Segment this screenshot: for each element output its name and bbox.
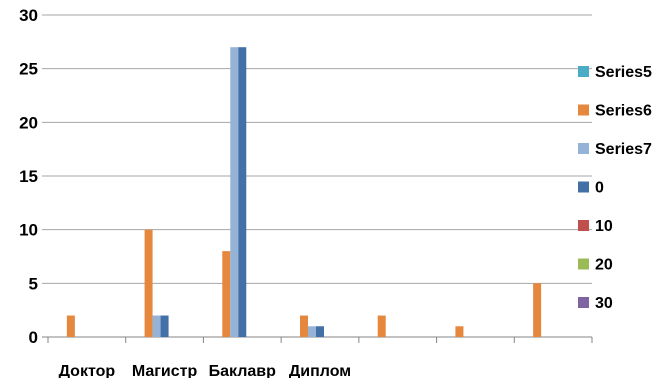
legend-marker <box>578 297 589 308</box>
legend-marker <box>578 220 589 231</box>
x-tick-label: Магистр <box>132 363 198 378</box>
y-tick-label: 15 <box>19 167 38 186</box>
bar-0 <box>238 47 247 337</box>
bar-0 <box>160 315 169 337</box>
x-tick-label: Диплом <box>289 363 351 378</box>
legend-label: Series7 <box>595 141 652 158</box>
legend-label: 30 <box>595 295 613 312</box>
legend-marker <box>578 181 589 193</box>
bar-series7 <box>308 326 316 337</box>
y-tick-label: 30 <box>19 6 38 25</box>
bar-series7 <box>230 47 239 337</box>
bar-series6 <box>300 315 308 337</box>
y-tick-label: 25 <box>19 60 38 79</box>
y-tick-label: 5 <box>29 274 38 293</box>
y-tick-label: 0 <box>29 328 38 347</box>
legend-marker <box>578 258 589 270</box>
y-tick-label: 20 <box>19 113 38 132</box>
legend-label: 20 <box>595 257 613 274</box>
bar-series6 <box>66 315 75 337</box>
legend-label: 10 <box>595 218 613 235</box>
legend-marker <box>578 143 589 154</box>
legend-marker <box>578 66 589 77</box>
x-tick-label: Баклавр <box>209 363 277 378</box>
x-tick-label: Доктор <box>59 363 116 378</box>
bar-series6 <box>533 283 542 337</box>
bar-series7 <box>152 315 161 337</box>
bar-0 <box>316 326 324 337</box>
bar-series6 <box>144 229 153 337</box>
bar-series6 <box>455 326 464 337</box>
legend-label: Series6 <box>595 103 652 120</box>
bar-series6 <box>222 251 231 337</box>
bar-series6 <box>377 315 386 337</box>
legend-label: 0 <box>595 180 604 197</box>
legend-marker <box>578 104 589 116</box>
legend-label: Series5 <box>595 64 652 81</box>
y-tick-label: 10 <box>19 221 38 240</box>
